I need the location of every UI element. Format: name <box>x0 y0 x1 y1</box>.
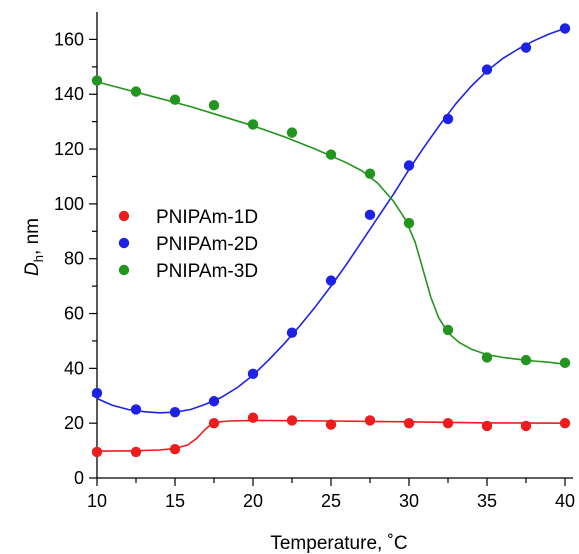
legend: PNIPAm-1D PNIPAm-2D PNIPAm-3D <box>118 207 258 282</box>
data-point <box>481 64 493 75</box>
data-point <box>169 94 181 105</box>
data-point <box>559 23 571 34</box>
legend-label: PNIPAm-2D <box>156 234 258 255</box>
axes: 10 15 20 25 30 35 40 0 20 40 60 80 100 120 140 160 <box>54 12 575 511</box>
data-point <box>91 75 103 86</box>
x-tick-label: 30 <box>399 491 419 511</box>
data-point <box>208 100 220 111</box>
data-point <box>325 149 337 160</box>
data-point <box>247 412 259 423</box>
y-tick-label: 100 <box>54 194 84 214</box>
data-point <box>403 160 415 171</box>
y-tick-label: 40 <box>64 358 84 378</box>
legend-label: PNIPAm-3D <box>156 261 258 282</box>
data-point <box>286 415 298 426</box>
y-tick-label: 160 <box>54 29 84 49</box>
data-point <box>403 217 415 229</box>
y-tick-label: 0 <box>74 468 84 488</box>
data-point <box>130 404 142 415</box>
data-point <box>442 324 454 336</box>
y-tick-label: 60 <box>64 304 84 324</box>
x-tick-label: 40 <box>555 491 575 511</box>
data-point <box>325 419 337 430</box>
y-tick-label: 20 <box>64 413 84 433</box>
data-point <box>520 354 532 366</box>
x-tick-label: 10 <box>87 491 107 511</box>
data-point <box>559 417 571 429</box>
data-point <box>403 417 415 429</box>
data-point <box>364 209 376 221</box>
y-axis-title-symbol: D <box>22 262 43 276</box>
data-point <box>442 417 454 429</box>
x-tick-label: 15 <box>165 491 185 511</box>
data-point <box>442 113 454 125</box>
y-axis-title: Dh, nm <box>22 218 46 276</box>
data-point <box>91 387 103 399</box>
data-points <box>91 23 571 458</box>
data-point <box>481 352 493 363</box>
data-point <box>130 446 142 458</box>
legend-marker <box>118 237 130 249</box>
y-tick-label: 120 <box>54 139 84 159</box>
x-tick-label: 25 <box>321 491 341 511</box>
y-tick-label: 80 <box>64 249 84 269</box>
data-point <box>520 42 532 53</box>
data-point <box>169 407 181 418</box>
data-point <box>325 275 337 286</box>
data-point <box>208 396 220 407</box>
legend-marker <box>118 264 130 276</box>
data-point <box>247 119 259 130</box>
data-point <box>247 368 259 380</box>
data-point <box>520 420 532 432</box>
data-point <box>286 327 298 338</box>
fit-line <box>96 81 566 365</box>
data-point <box>208 417 220 429</box>
y-axis-title-subscript: h <box>31 255 46 262</box>
data-point <box>130 86 142 97</box>
data-point <box>91 446 103 458</box>
data-point <box>286 127 298 138</box>
data-point <box>364 415 376 426</box>
legend-marker <box>118 210 130 222</box>
x-tick-label: 35 <box>477 491 497 511</box>
data-point <box>559 357 571 369</box>
y-axis-title-unit: , nm <box>22 218 43 255</box>
legend-label: PNIPAm-1D <box>156 207 258 228</box>
y-tick-label: 140 <box>54 84 84 104</box>
x-tick-label: 20 <box>243 491 263 511</box>
x-axis-title: Temperature, ˚C <box>270 533 407 554</box>
data-point <box>364 168 376 179</box>
data-point <box>169 444 181 455</box>
data-point <box>481 420 493 432</box>
